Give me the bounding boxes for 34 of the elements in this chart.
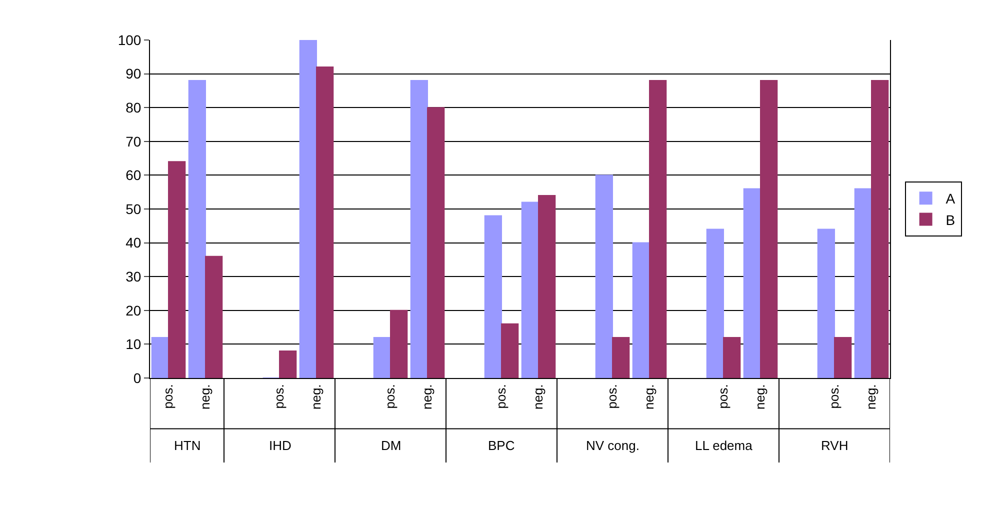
text: LL edema bbox=[695, 438, 754, 453]
text: NV cong. bbox=[586, 438, 640, 453]
y-tick-label: 90 bbox=[126, 66, 142, 82]
text: BPC bbox=[488, 438, 515, 453]
x-tick-label: pos. bbox=[826, 384, 842, 409]
x-tick-label: pos. bbox=[494, 384, 509, 409]
x-tick-label: neg. bbox=[308, 384, 324, 410]
y-tick-label: 80 bbox=[126, 100, 142, 116]
x-tick-label: neg. bbox=[198, 384, 213, 410]
text: IHD bbox=[269, 438, 292, 453]
x-tick-label: pos. bbox=[604, 384, 620, 409]
legend-label: B bbox=[946, 212, 956, 228]
x-tick-label: neg. bbox=[642, 384, 657, 410]
legend-label: A bbox=[946, 190, 956, 207]
y-tick-label: 10 bbox=[126, 336, 142, 352]
text: RVH bbox=[821, 438, 848, 453]
x-tick-label: neg. bbox=[752, 384, 768, 410]
x-tick-label: neg. bbox=[864, 384, 879, 410]
y-tick-label: 20 bbox=[126, 302, 142, 318]
text: DM bbox=[381, 438, 402, 453]
x-tick-label: pos. bbox=[160, 384, 176, 409]
y-tick-label: 100 bbox=[118, 32, 142, 48]
text: HTN bbox=[174, 438, 201, 453]
x-tick-label: pos. bbox=[272, 384, 287, 409]
y-tick-label: 70 bbox=[126, 133, 142, 150]
y-tick-label: 60 bbox=[126, 167, 142, 184]
y-tick-label: 30 bbox=[126, 268, 142, 284]
x-tick-label: neg. bbox=[420, 384, 435, 410]
x-tick-label: pos. bbox=[716, 384, 731, 409]
y-tick-label: 40 bbox=[126, 234, 142, 251]
y-tick-label: 50 bbox=[126, 200, 142, 217]
x-tick-label: neg. bbox=[530, 384, 546, 410]
x-tick-label: pos. bbox=[382, 384, 398, 409]
y-tick-label: 0 bbox=[133, 370, 142, 386]
